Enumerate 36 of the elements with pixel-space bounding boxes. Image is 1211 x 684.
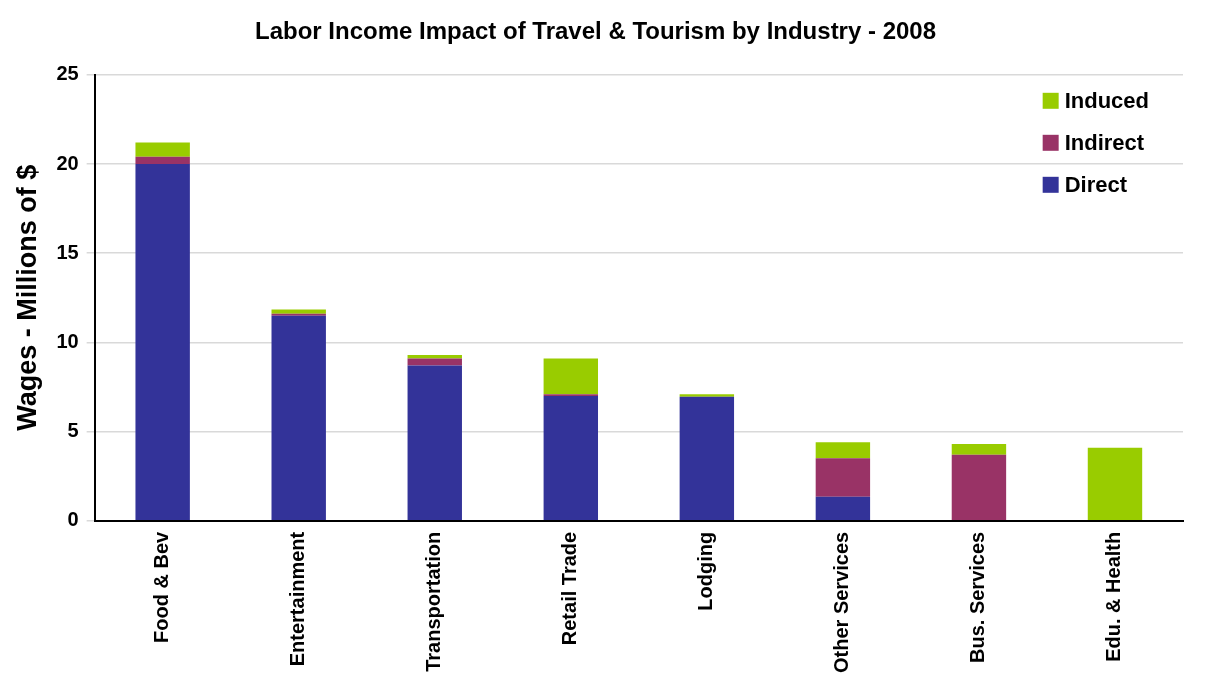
x-tick-label: Edu. & Health [1102,531,1125,662]
bar [135,156,190,164]
x-tick-label: Food & Bev [150,530,173,643]
bar [815,458,871,497]
legend-label: Induced [1064,87,1150,113]
bar [271,315,326,521]
x-tick-label: Retail Trade [558,531,581,646]
bar [679,394,735,397]
x-tick-label: Other Services [830,531,853,674]
y-tick-label: 5 [67,419,79,442]
bar [815,496,871,521]
x-tick-label: Bus. Services [966,531,989,664]
y-tick-label: 10 [56,329,79,352]
x-tick-label: Lodging [694,531,717,611]
bar [407,358,462,366]
x-tick-label: Entertainment [286,531,309,667]
bar [951,444,1007,455]
bar [135,164,190,521]
legend-label: Indirect [1064,129,1145,155]
bar [407,365,462,521]
y-tick-label: 20 [56,151,79,174]
legend-label: Direct [1064,171,1128,197]
bar [679,396,735,521]
bar [543,395,599,521]
chart-title: Labor Income Impact of Travel & Tourism by Industry - 2008 [254,17,937,45]
y-tick-label: 0 [67,508,79,531]
x-tick-label: Transportation [422,531,445,672]
bar [1087,447,1143,521]
y-tick-label: 25 [56,62,79,85]
bar [815,442,871,459]
y-axis-title: Wages - Millions of $ [11,164,42,431]
bar [951,454,1007,521]
bar [135,142,190,157]
y-tick-label: 15 [56,240,79,263]
bar [543,358,599,395]
bar [271,309,326,314]
